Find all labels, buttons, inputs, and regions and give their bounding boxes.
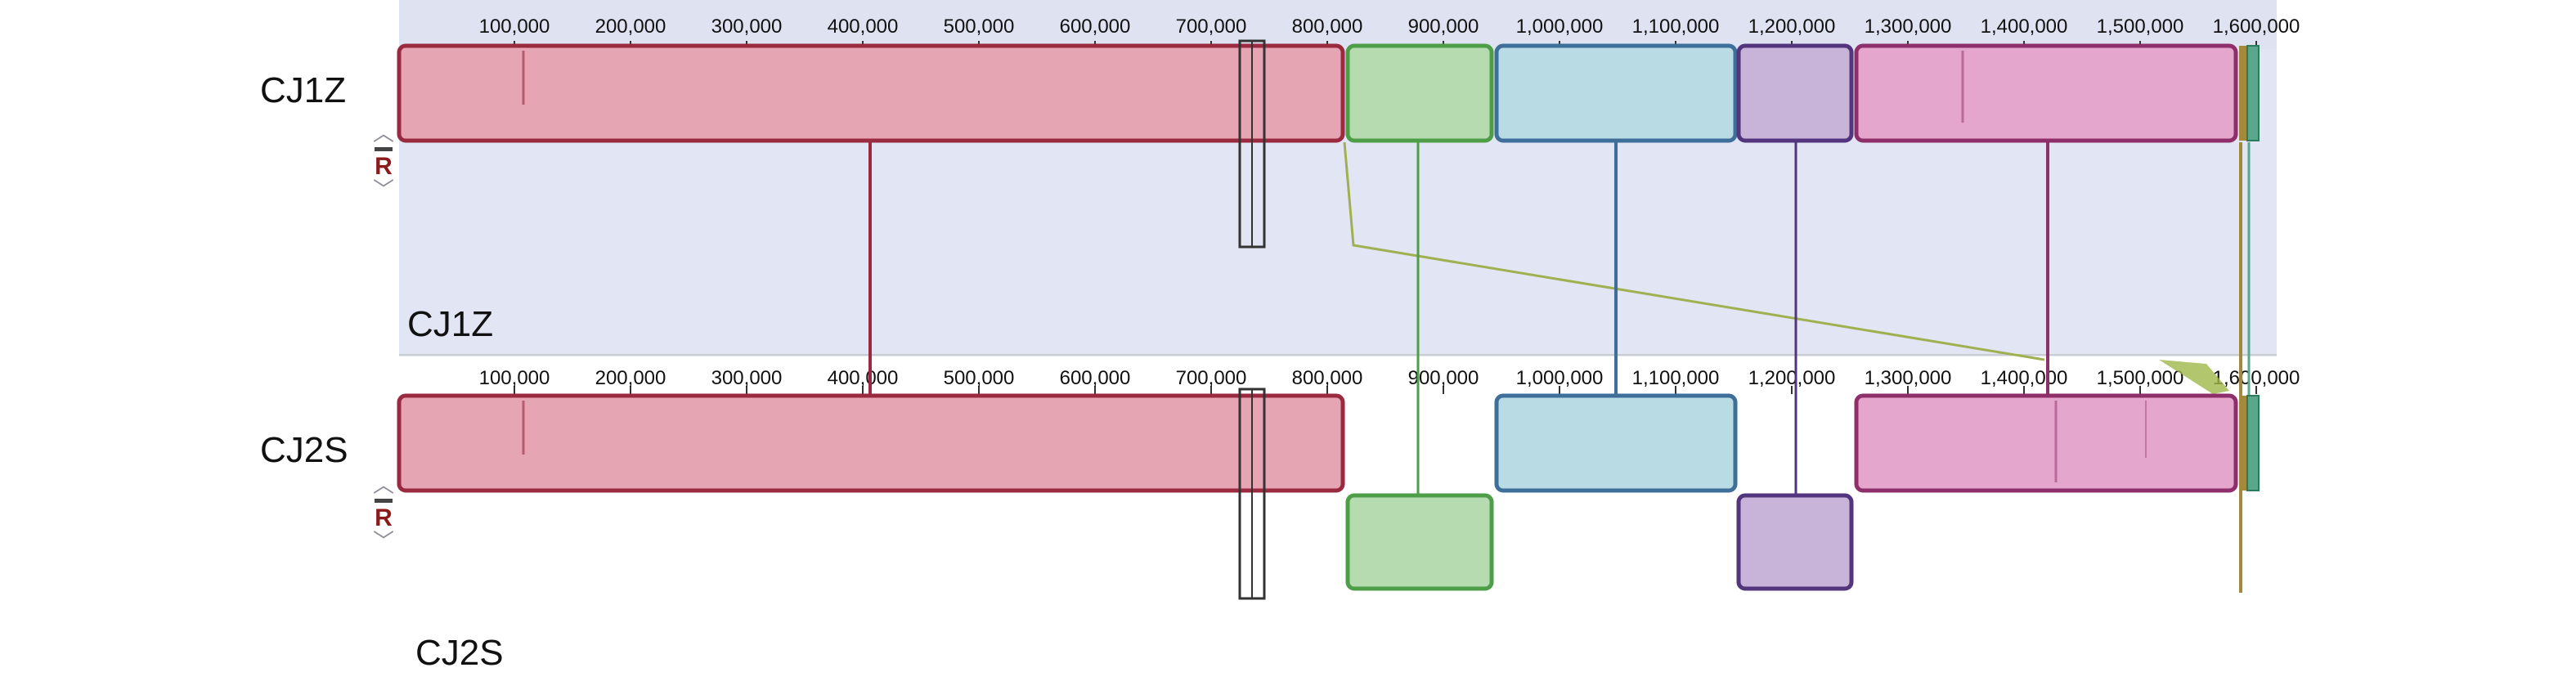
lcb-small-teal[interactable] (2246, 45, 2260, 141)
tick-label: 1,600,000 (2213, 16, 2300, 38)
tick-label: 1,500,000 (2097, 367, 2184, 389)
reverse-button[interactable]: R (375, 153, 393, 180)
ruler-top-ticks: 100,000 200,000 300,000 400,000 500,000 … (479, 16, 2300, 49)
move-down-icon[interactable]: ﹀ (372, 529, 394, 553)
tick-label: 1,000,000 (1516, 367, 1604, 389)
tick-label: 1,000,000 (1516, 16, 1604, 38)
tick-label: 1,400,000 (1981, 367, 2068, 389)
lcb-blue[interactable] (1494, 43, 1738, 143)
genome-name-cj2s: CJ2S (260, 430, 348, 470)
tick-label: 200,000 (595, 16, 666, 38)
tick-label: 1,600,000 (2213, 367, 2300, 389)
move-up-icon[interactable]: ︿ (372, 473, 394, 497)
lcb-purple-inverted[interactable] (1736, 493, 1854, 591)
move-up-icon[interactable]: ︿ (372, 121, 394, 146)
lcb-green-inverted[interactable] (1345, 493, 1494, 591)
tick-label: 1,100,000 (1632, 367, 1720, 389)
blocks-cj1z (397, 39, 2260, 249)
block-connections (868, 141, 2251, 593)
lcb-pink[interactable] (1854, 43, 2238, 143)
tick-label: 800,000 (1292, 367, 1363, 389)
tick-label: 500,000 (944, 16, 1015, 38)
lcb-green[interactable] (1345, 43, 1494, 143)
tick-label: 800,000 (1292, 16, 1363, 38)
panel-label-cj2s: CJ2S (415, 633, 504, 673)
tick-label: 1,200,000 (1748, 367, 1836, 389)
tick-label: 1,400,000 (1981, 16, 2068, 38)
lcb-small-teal[interactable] (2246, 395, 2260, 491)
remove-track-icon[interactable] (375, 147, 393, 151)
tick-label: 400,000 (828, 367, 899, 389)
tick-label: 700,000 (1176, 16, 1247, 38)
remove-track-icon[interactable] (375, 499, 393, 503)
tick-label: 600,000 (1060, 367, 1131, 389)
move-down-icon[interactable]: ﹀ (372, 177, 394, 202)
lcb-small-yellow[interactable] (2239, 396, 2247, 491)
tick-label: 1,300,000 (1865, 16, 1952, 38)
tick-label: 1,100,000 (1632, 16, 1720, 38)
tick-label: 100,000 (479, 367, 550, 389)
tick-label: 900,000 (1408, 16, 1479, 38)
tick-label: 700,000 (1176, 367, 1247, 389)
tick-label: 1,500,000 (2097, 16, 2184, 38)
tick-label: 900,000 (1408, 367, 1479, 389)
lcb-pink[interactable] (1854, 393, 2238, 493)
tick-label: 1,200,000 (1748, 16, 1836, 38)
tick-label: 100,000 (479, 16, 550, 38)
track-controls-cj1z: ︿ R ﹀ (370, 123, 397, 200)
tick-label: 200,000 (595, 367, 666, 389)
reverse-button[interactable]: R (375, 504, 393, 531)
ruler-bottom-ticks: 100,000 200,000 300,000 400,000 500,000 … (399, 353, 2300, 394)
lcb-blue[interactable] (1494, 393, 1738, 493)
connector-inverted-wedge (2159, 360, 2229, 394)
tick-label: 1,300,000 (1865, 367, 1952, 389)
lcb-purple[interactable] (1736, 43, 1854, 143)
lcb-red[interactable] (397, 393, 1345, 493)
tick-label: 400,000 (828, 16, 899, 38)
panel-label-cj1z: CJ1Z (407, 304, 494, 344)
lcb-red[interactable] (397, 43, 1345, 143)
tick-label: 300,000 (711, 16, 783, 38)
blocks-cj2s (397, 388, 2260, 600)
genome-name-cj1z: CJ1Z (260, 70, 347, 110)
tick-label: 600,000 (1060, 16, 1131, 38)
track-controls-cj2s: ︿ R ﹀ (370, 474, 397, 552)
tick-label: 300,000 (711, 367, 783, 389)
connector-yellow-green (1343, 141, 2045, 361)
ruler-bottom (399, 353, 2277, 392)
tick-label: 500,000 (944, 367, 1015, 389)
lcb-small-yellow[interactable] (2239, 46, 2247, 141)
